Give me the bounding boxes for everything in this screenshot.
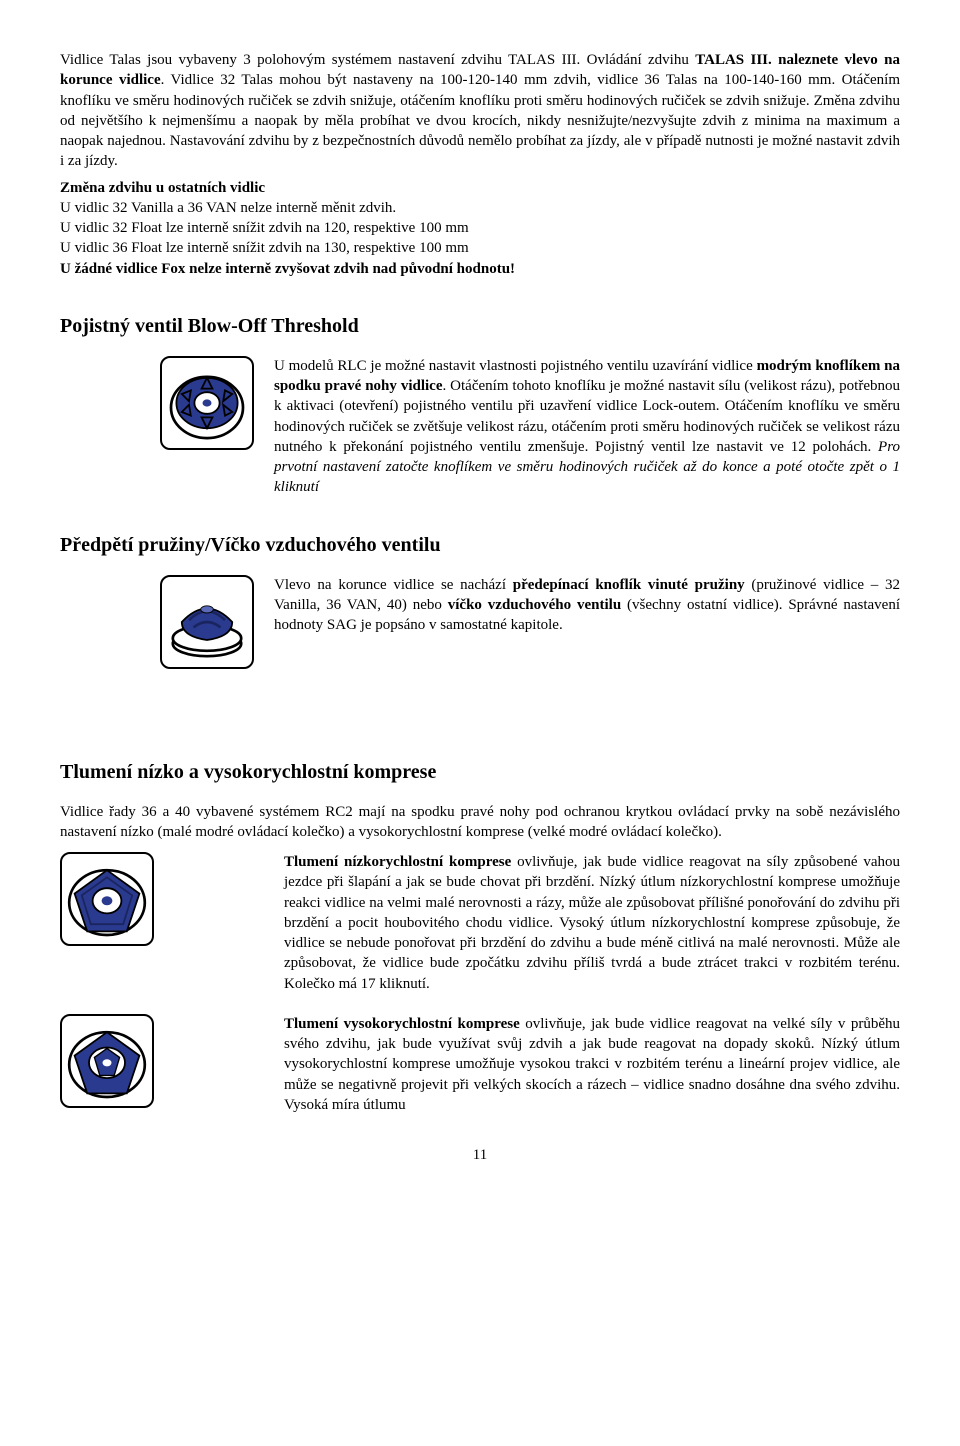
other-forks-heading: Změna zdvihu u ostatních vidlic — [60, 178, 900, 198]
blowoff-knob-icon — [160, 356, 254, 450]
compression-title: Tlumení nízko a vysokorychlostní kompres… — [60, 759, 900, 786]
blowoff-text: U modelů RLC je možné nastavit vlastnost… — [274, 356, 900, 498]
blowoff-t1: U modelů RLC je možné nastavit vlastnost… — [274, 358, 757, 374]
preload-t4: víčko vzduchového ventilu — [448, 597, 621, 613]
low-compression-t1: Tlumení nízkorychlostní komprese — [284, 854, 511, 870]
low-compression-block: Tlumení nízkorychlostní komprese ovlivňu… — [60, 852, 900, 994]
intro-paragraph: Vidlice Talas jsou vybaveny 3 polohovým … — [60, 50, 900, 172]
other-forks-line-2: U vidlic 32 Float lze interně snížit zdv… — [60, 218, 900, 238]
high-speed-knob-icon — [60, 1014, 154, 1108]
air-cap-icon — [160, 575, 254, 669]
preload-block: Vlevo na korunce vidlice se nachází před… — [160, 575, 900, 669]
blowoff-title: Pojistný ventil Blow-Off Threshold — [60, 313, 900, 340]
low-speed-knob-icon — [60, 852, 154, 946]
low-compression-t2: ovlivňuje, jak bude vidlice reagovat na … — [284, 854, 900, 992]
high-compression-text: Tlumení vysokorychlostní komprese ovlivň… — [284, 1014, 900, 1115]
other-forks-line-4: U žádné vidlice Fox nelze interně zvyšov… — [60, 259, 900, 279]
other-forks-line-1: U vidlic 32 Vanilla a 36 VAN nelze inter… — [60, 198, 900, 218]
preload-t1: Vlevo na korunce vidlice se nachází — [274, 577, 513, 593]
high-compression-block: Tlumení vysokorychlostní komprese ovlivň… — [60, 1014, 900, 1115]
intro-text-a: Vidlice Talas jsou vybaveny 3 polohovým … — [60, 52, 695, 68]
blowoff-block: U modelů RLC je možné nastavit vlastnost… — [160, 356, 900, 498]
compression-intro: Vidlice řady 36 a 40 vybavené systémem R… — [60, 802, 900, 843]
other-forks-line-3: U vidlic 36 Float lze interně snížit zdv… — [60, 238, 900, 258]
preload-title: Předpětí pružiny/Víčko vzduchového venti… — [60, 532, 900, 559]
high-compression-t1: Tlumení vysokorychlostní komprese — [284, 1016, 520, 1032]
preload-text: Vlevo na korunce vidlice se nachází před… — [274, 575, 900, 636]
page-number: 11 — [60, 1145, 900, 1165]
low-compression-text: Tlumení nízkorychlostní komprese ovlivňu… — [284, 852, 900, 994]
preload-t2: předepínací knoflík vinuté pružiny — [513, 577, 745, 593]
intro-text-c: . Vidlice 32 Talas mohou být nastaveny n… — [60, 72, 900, 169]
